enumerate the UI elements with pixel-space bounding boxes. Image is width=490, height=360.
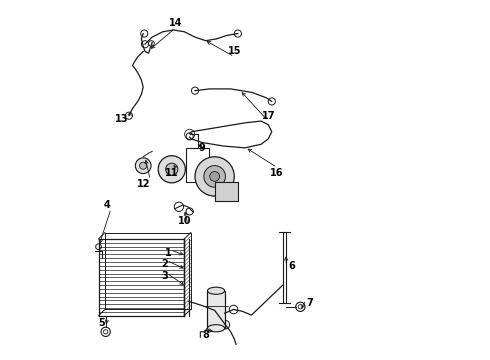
Circle shape xyxy=(140,162,147,169)
Ellipse shape xyxy=(207,287,224,294)
Circle shape xyxy=(204,166,225,187)
Text: 16: 16 xyxy=(270,168,284,178)
Bar xyxy=(215,182,238,202)
Text: 6: 6 xyxy=(288,261,295,271)
Ellipse shape xyxy=(207,325,224,332)
Bar xyxy=(186,148,209,182)
Text: 4: 4 xyxy=(104,200,111,210)
Text: 9: 9 xyxy=(199,143,205,153)
Text: 8: 8 xyxy=(202,330,209,341)
Text: 3: 3 xyxy=(161,271,168,282)
Bar xyxy=(283,232,286,303)
Bar xyxy=(207,291,224,328)
Text: 12: 12 xyxy=(136,179,150,189)
Text: 7: 7 xyxy=(306,298,313,308)
Circle shape xyxy=(158,156,185,183)
Text: 13: 13 xyxy=(115,114,128,124)
Circle shape xyxy=(135,158,151,174)
Circle shape xyxy=(195,157,234,196)
Text: 2: 2 xyxy=(161,259,168,269)
Circle shape xyxy=(166,163,178,175)
Text: 5: 5 xyxy=(99,318,105,328)
Text: 10: 10 xyxy=(177,216,191,226)
Text: 1: 1 xyxy=(165,248,172,258)
Text: 14: 14 xyxy=(169,18,182,28)
Text: 15: 15 xyxy=(227,46,241,57)
Text: 11: 11 xyxy=(165,168,178,178)
Text: 17: 17 xyxy=(262,111,275,121)
Circle shape xyxy=(210,171,220,181)
